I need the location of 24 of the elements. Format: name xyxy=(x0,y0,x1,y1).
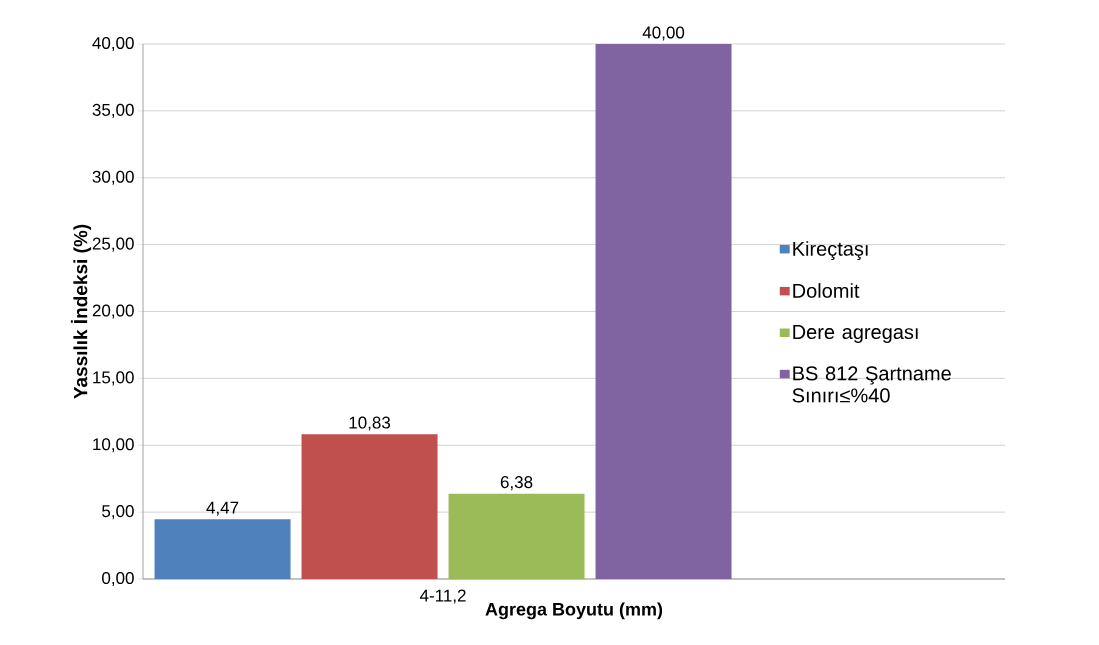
bar xyxy=(595,43,732,579)
y-tick-label: 5,00 xyxy=(102,505,134,520)
legend-label: Dolomit xyxy=(793,283,860,298)
y-axis-title: Yassılık İndeksi (%) xyxy=(70,224,92,399)
data-label: 6,38 xyxy=(500,476,533,491)
y-tick-label: 10,00 xyxy=(93,438,134,453)
bar xyxy=(448,493,585,579)
legend-label: BS 812 Şartname Sınırı≤%40 xyxy=(792,366,951,403)
data-label: 10,83 xyxy=(349,416,391,431)
y-tick-label: 40,00 xyxy=(92,36,134,52)
bar xyxy=(301,434,438,579)
x-axis-title: Agrega Boyutu (mm) xyxy=(485,602,663,620)
legend-label: Dere agregası xyxy=(793,325,918,344)
y-tick-label: 30,00 xyxy=(92,170,134,185)
bar xyxy=(154,519,291,579)
y-tick-label: 0,00 xyxy=(102,571,134,587)
legend-label: Kireçtaşı xyxy=(793,241,868,260)
y-tick-label: 25,00 xyxy=(92,237,134,252)
x-tick-label: 4-11,2 xyxy=(419,589,466,604)
data-label: 40,00 xyxy=(642,26,685,41)
data-label: 4,47 xyxy=(206,501,239,516)
y-tick-label: 35,00 xyxy=(92,103,134,118)
y-tick-label: 15,00 xyxy=(93,371,134,386)
y-tick-label: 20,00 xyxy=(92,304,134,319)
